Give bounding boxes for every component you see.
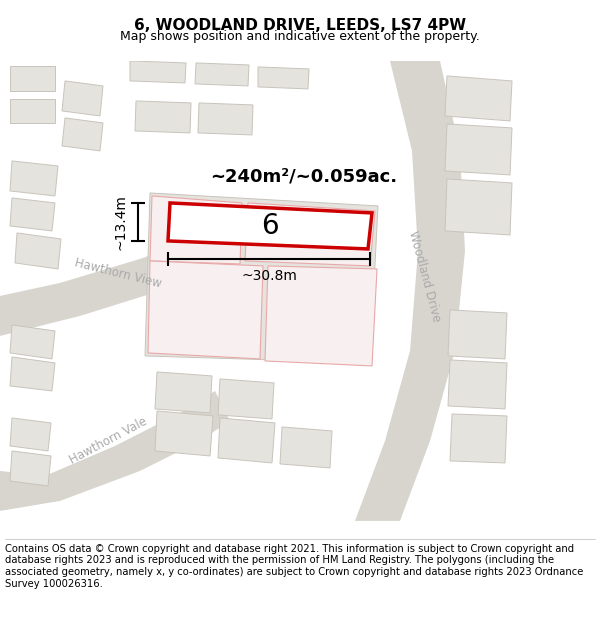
- Polygon shape: [148, 261, 263, 359]
- Polygon shape: [218, 379, 274, 419]
- Polygon shape: [10, 66, 55, 91]
- Polygon shape: [448, 360, 507, 409]
- Polygon shape: [265, 266, 377, 366]
- Polygon shape: [258, 67, 309, 89]
- Text: 6: 6: [260, 213, 278, 241]
- Polygon shape: [245, 203, 375, 266]
- Text: Map shows position and indicative extent of the property.: Map shows position and indicative extent…: [120, 30, 480, 43]
- Polygon shape: [62, 81, 103, 116]
- Polygon shape: [198, 103, 253, 135]
- Polygon shape: [10, 357, 55, 391]
- Polygon shape: [155, 411, 213, 456]
- Polygon shape: [0, 221, 260, 336]
- Polygon shape: [450, 414, 507, 463]
- Polygon shape: [195, 63, 249, 86]
- Polygon shape: [445, 124, 512, 175]
- Text: Hawthorn Vale: Hawthorn Vale: [67, 415, 149, 467]
- Polygon shape: [10, 418, 51, 451]
- Polygon shape: [15, 233, 61, 269]
- Polygon shape: [150, 196, 242, 264]
- Polygon shape: [0, 391, 230, 511]
- Polygon shape: [448, 310, 507, 359]
- Polygon shape: [130, 61, 186, 83]
- Polygon shape: [10, 451, 51, 486]
- Text: Woodland Drive: Woodland Drive: [407, 229, 443, 323]
- Text: ~30.8m: ~30.8m: [241, 269, 297, 283]
- Polygon shape: [155, 372, 212, 413]
- Polygon shape: [62, 118, 103, 151]
- Polygon shape: [10, 198, 55, 231]
- Text: ~13.4m: ~13.4m: [114, 194, 128, 250]
- Polygon shape: [135, 101, 191, 133]
- Polygon shape: [145, 193, 378, 363]
- Text: 6, WOODLAND DRIVE, LEEDS, LS7 4PW: 6, WOODLAND DRIVE, LEEDS, LS7 4PW: [134, 18, 466, 32]
- Text: Hawthorn View: Hawthorn View: [73, 256, 163, 290]
- Text: Contains OS data © Crown copyright and database right 2021. This information is : Contains OS data © Crown copyright and d…: [5, 544, 583, 589]
- Polygon shape: [10, 99, 55, 123]
- Polygon shape: [280, 427, 332, 468]
- Polygon shape: [355, 61, 465, 521]
- Polygon shape: [445, 179, 512, 235]
- Text: ~240m²/~0.059ac.: ~240m²/~0.059ac.: [210, 168, 397, 186]
- Polygon shape: [218, 418, 275, 463]
- Polygon shape: [168, 203, 372, 249]
- Polygon shape: [10, 161, 58, 196]
- Polygon shape: [10, 325, 55, 359]
- Polygon shape: [445, 76, 512, 121]
